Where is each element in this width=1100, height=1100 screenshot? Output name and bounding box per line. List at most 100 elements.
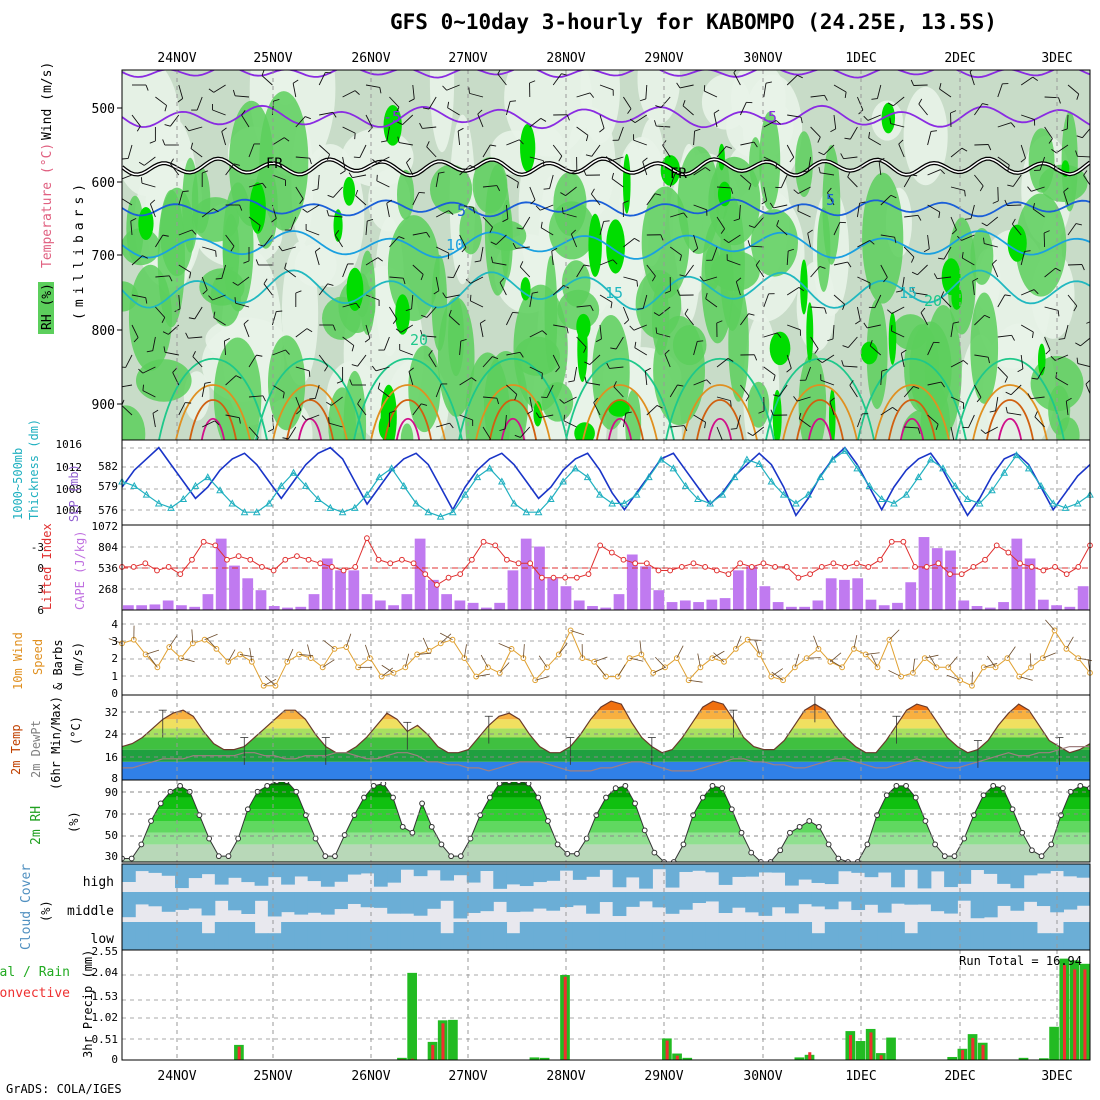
wind-barb-1-2 [143, 156, 156, 166]
wind-barb-41-0 [1091, 97, 1094, 111]
lifted-index-series-point-68 [912, 564, 918, 570]
wind-barb-36-0 [969, 71, 975, 86]
wind-barb-flag-14-3 [469, 165, 476, 169]
rh2m-series-point-63 [728, 806, 735, 813]
wind-barb-flag-34-10 [940, 381, 945, 388]
wind-barb-15-6 [470, 276, 484, 284]
precip-total-bar-27 [397, 1057, 407, 1060]
rh-content [122, 782, 1090, 862]
diurnal-isotherm-2-0 [353, 357, 463, 440]
wind-barb-flag-16-11 [499, 428, 506, 432]
temp-tick-2: 16 [105, 751, 118, 764]
wind-barb-31-9 [843, 365, 858, 368]
thickness-series-point-73 [1012, 451, 1021, 459]
bottom-date-25NOV: 25NOV [253, 1069, 292, 1084]
wind-barb-13-10 [435, 383, 442, 398]
rh2m-axis-title: 2m RH [29, 806, 44, 845]
wind-barb-38-2 [1020, 144, 1026, 159]
bottom-date-3DEC: 3DEC [1041, 1069, 1072, 1084]
rh2m-series-point-88 [970, 812, 977, 819]
cloud-high-47 [745, 864, 759, 877]
wind-barb-11-6 [389, 276, 404, 279]
top-date-30NOV: 30NOV [743, 51, 782, 66]
cloud-high-15 [320, 864, 335, 887]
precip-conv-bar-83 [971, 1038, 975, 1060]
wind-barb-flag-2-6 [189, 272, 192, 279]
rh-saturated-area-32 [608, 400, 630, 417]
wind-barb-flag-34-8 [920, 307, 926, 313]
wind-barb-flag-17-10 [527, 410, 533, 415]
cloud-mid-7 [214, 892, 229, 901]
wind-barb-flag-20-8 [595, 338, 602, 343]
wind-barb-flag-38-3 [1007, 184, 1014, 187]
wind-barb-flag-28-2 [789, 157, 795, 163]
thickness-series-point-8 [216, 486, 224, 494]
rh2m-series-point-92 [1009, 806, 1016, 813]
wind-barb-32-2 [868, 137, 882, 146]
rh2m-series-point-42 [525, 782, 532, 787]
wind-barb-28-2 [786, 144, 795, 158]
wind-barb-flag-40-10 [1055, 372, 1058, 379]
wind-barb-flag-21-10 [613, 381, 617, 387]
cloud-mid-20 [387, 892, 401, 914]
wind-barb-2-5 [178, 229, 193, 236]
wind-barb-flag-26-11 [730, 428, 737, 430]
wind-barb-7-6 [284, 268, 297, 278]
pressure-tick-label-2: 700 [92, 249, 115, 264]
rh2m-series-point-91 [999, 785, 1006, 792]
wind-barb-flag-28-5 [776, 220, 780, 226]
wind-barb-37-4 [986, 216, 999, 227]
wind-barb-1-9 [142, 366, 156, 374]
cloud-high-71 [1063, 864, 1078, 877]
wind-barb-flag-41-8 [1075, 342, 1081, 347]
wind-barb-flag-5-0 [232, 89, 236, 96]
cloud-mid-35 [586, 892, 600, 914]
rh2m-series-point-38 [486, 794, 493, 801]
rh-saturated-area-18 [881, 102, 896, 134]
rh2m-series-point-70 [796, 823, 803, 830]
thickness-series-point-56 [804, 490, 813, 498]
rh2m-series-point-21 [322, 853, 329, 860]
cloud-low-47 [745, 922, 759, 950]
cloud-high-16 [334, 864, 348, 882]
wind-barb-22-0 [645, 84, 648, 99]
wind-barb-2-10 [172, 372, 180, 386]
rh-moist-area-61 [135, 359, 192, 402]
wind-barb-flag-24-2 [694, 128, 701, 132]
cloud-mid-51 [798, 892, 813, 905]
lifted-index-series-point-13 [270, 567, 277, 574]
wind-barb-2-1 [170, 114, 180, 127]
wind-barb-flag-16-5 [490, 241, 497, 245]
wind-barb-flag-20-10 [584, 376, 587, 383]
wind-barb-flag-28-10 [773, 394, 780, 397]
diurnal-isotherm-3-0 [458, 357, 568, 440]
wind-barb-flag-1-0 [164, 105, 168, 112]
cloud-mid-18 [360, 892, 375, 908]
wind-barb-flag-3-6 [202, 289, 208, 295]
wind-barb-0-5 [130, 221, 133, 236]
precip-conv-bar-94 [1083, 969, 1087, 1060]
rh2m-series-point-32 [428, 823, 435, 830]
wind-barb-flag-29-3 [793, 189, 799, 194]
cape-bar-26 [467, 602, 479, 610]
wind-tick-2: 2 [111, 652, 118, 665]
wind-barb-flag-38-11 [1005, 406, 1008, 413]
wind-barb-flag-24-5 [692, 248, 698, 253]
wind-barb-31-4 [856, 203, 861, 218]
wind10-barb-41 [596, 665, 607, 677]
wind-barb-34-4 [927, 204, 940, 213]
cape-bar-39 [640, 566, 651, 610]
dewpoint-series [122, 745, 1090, 772]
wind-speed-series-point-40 [591, 658, 598, 665]
lifted-index-series-point-82 [1075, 564, 1082, 570]
wind-barb-17-3 [529, 186, 536, 201]
wind-barb-flag-33-0 [887, 102, 894, 107]
contour-label-9: 20 [410, 331, 428, 349]
rh-saturated-area-24 [718, 143, 725, 171]
cloud-low-44 [705, 922, 720, 950]
wind-barb-flag-28-11 [770, 409, 774, 416]
wind-barb-28-6 [786, 251, 789, 266]
dewpoint-axis-title: 2m DewPt [29, 720, 43, 778]
wind-barb-flag-16-3 [516, 182, 519, 189]
wind-barb-40-4 [1063, 191, 1069, 206]
